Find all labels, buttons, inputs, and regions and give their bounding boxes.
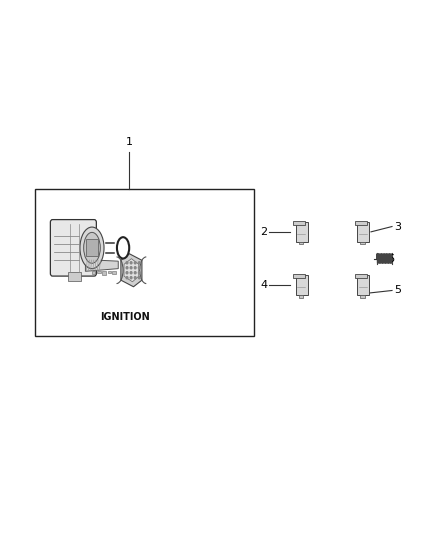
Polygon shape [121,254,142,287]
Bar [360,242,364,245]
Text: 6: 6 [387,254,394,263]
Polygon shape [124,259,139,282]
Bar [97,271,101,273]
Bar [357,222,369,242]
Bar [296,222,308,242]
Circle shape [126,277,128,279]
Circle shape [126,262,128,264]
Bar [102,271,106,275]
Ellipse shape [120,241,127,254]
Circle shape [130,272,132,274]
Circle shape [138,266,140,269]
Circle shape [134,277,136,279]
Bar [357,275,369,295]
Circle shape [126,272,128,274]
Bar [360,295,364,298]
Circle shape [130,277,132,279]
Ellipse shape [117,237,129,259]
Text: 4: 4 [260,280,267,290]
Bar [355,221,367,225]
Text: IGNITION: IGNITION [100,312,150,322]
Ellipse shape [80,227,104,269]
Circle shape [134,272,136,274]
Bar [92,271,95,274]
Circle shape [138,277,140,279]
Bar [355,274,367,278]
Circle shape [130,262,132,264]
Ellipse shape [84,232,100,263]
Circle shape [126,266,128,269]
Circle shape [138,262,140,264]
Bar [35,189,254,336]
Text: 5: 5 [394,286,401,295]
FancyBboxPatch shape [50,220,96,276]
Circle shape [138,272,140,274]
Bar [296,275,308,295]
Bar [293,274,305,278]
Circle shape [134,262,136,264]
Text: 1: 1 [126,136,133,147]
Polygon shape [85,260,118,271]
Circle shape [130,266,132,269]
Bar [299,295,303,298]
Bar [299,242,303,245]
Circle shape [134,266,136,269]
Bar [86,239,98,256]
Text: 3: 3 [394,222,401,231]
Bar [108,271,111,273]
Bar [293,221,305,225]
Bar [112,271,116,274]
Bar [68,272,81,281]
Text: 2: 2 [260,227,267,237]
